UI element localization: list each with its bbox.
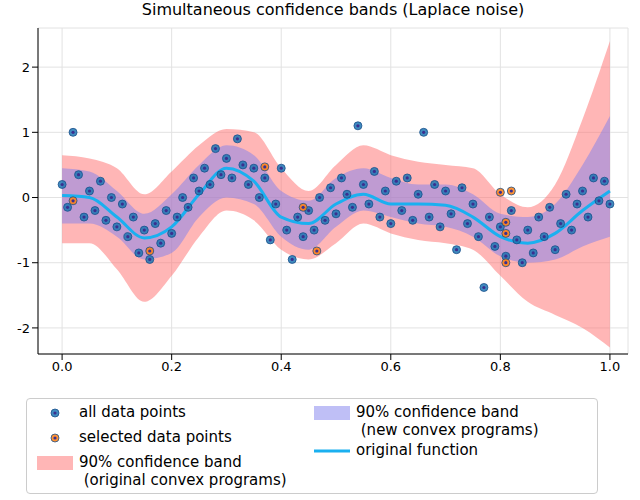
svg-text:0: 0	[22, 190, 30, 205]
html-text:90% confidence band (original: 90% confidence band (original convex pro…	[79, 453, 287, 489]
svg-text:2: 2	[22, 60, 30, 75]
svg-text:0.0: 0.0	[52, 359, 73, 374]
html-text:Simultaneous confidence bands: Simultaneous confidence bands (Laplace n…	[141, 0, 525, 19]
html-text:all data points: all data points	[79, 403, 186, 421]
svg-text:1.0: 1.0	[600, 359, 621, 374]
svg-text:-2: -2	[17, 321, 30, 336]
svg-text:0.2: 0.2	[161, 359, 182, 374]
svg-text:-1: -1	[17, 255, 30, 270]
svg-text:1: 1	[22, 125, 30, 140]
svg-text:0.4: 0.4	[271, 359, 292, 374]
svg-text:0.8: 0.8	[490, 359, 511, 374]
svg-text:0.6: 0.6	[380, 359, 401, 374]
html-text:original function: original function	[356, 441, 479, 459]
html-text:90% confidence band (new conve: 90% confidence band (new convex programs…	[356, 403, 539, 439]
html-text:selected data points: selected data points	[79, 428, 232, 446]
